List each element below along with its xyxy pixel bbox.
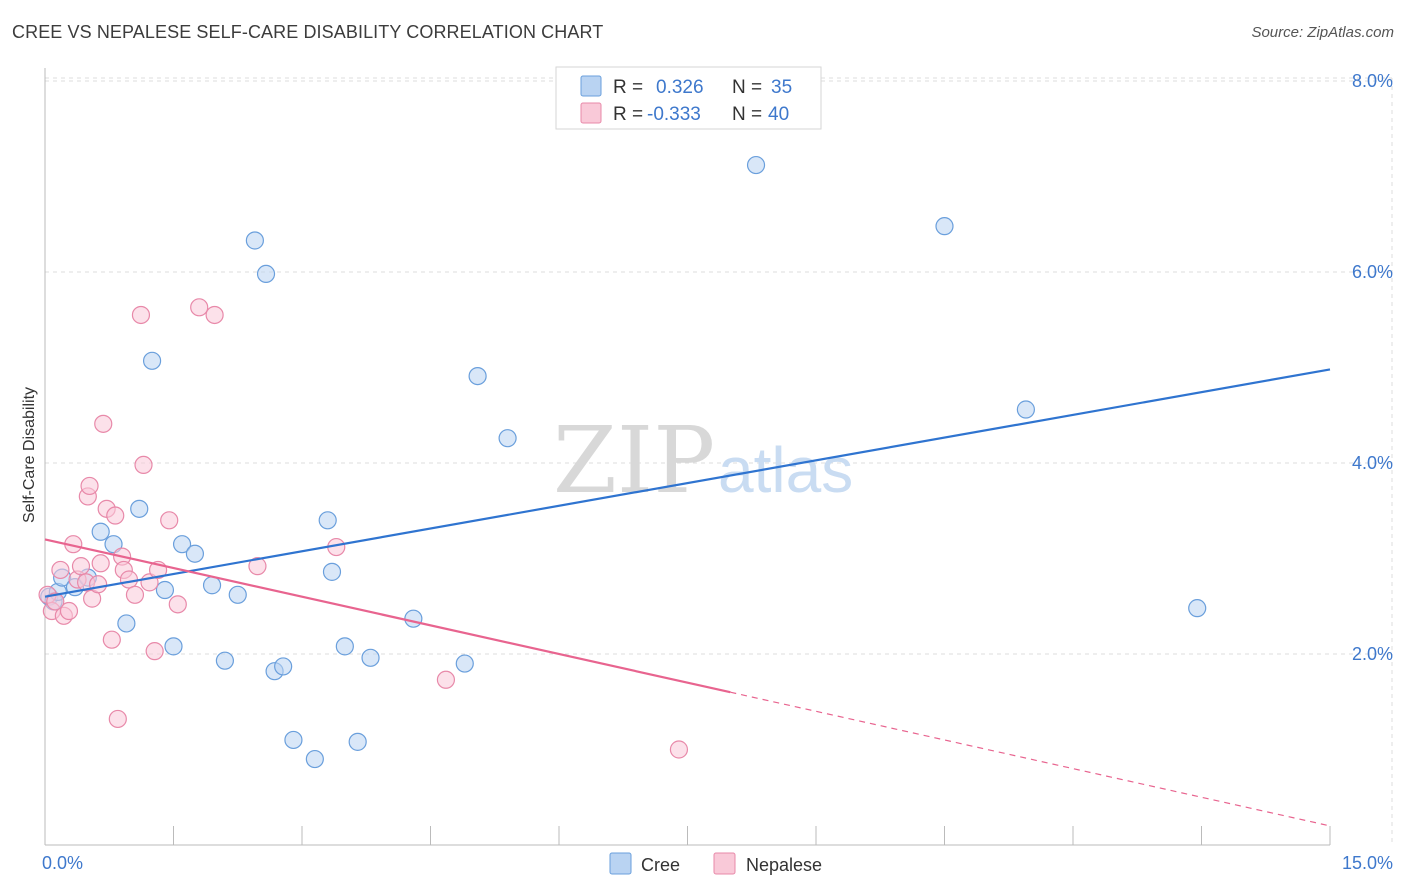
cree-point-18 — [245, 231, 264, 250]
nepalese-trend-line-extrapolated — [730, 691, 1331, 827]
nepalese-point-24 — [131, 305, 151, 325]
source-label: Source: ZipAtlas.com — [1251, 24, 1394, 41]
legend: R = 0.326 N = 35 R = -0.333 N = 40 — [555, 66, 822, 130]
legend-swatch-cree — [580, 75, 602, 97]
y-tick-label-2: 6.0% — [1352, 262, 1393, 282]
nepalese-point-14 — [91, 554, 110, 573]
cree-point-25 — [322, 562, 342, 581]
nepalese-point-30 — [168, 595, 187, 614]
cree-point-35 — [1016, 400, 1035, 419]
cree-trend-line — [44, 368, 1331, 598]
cree-point-10 — [142, 351, 162, 370]
y-axis-label: Self-Care Disability — [21, 387, 38, 523]
legend-r-value-cree: 0.326 — [656, 77, 704, 98]
axes — [44, 68, 1331, 846]
y-tick-label-1: 4.0% — [1352, 453, 1393, 473]
cree-points — [40, 155, 1207, 769]
cree-point-34 — [935, 217, 954, 236]
trend-lines — [44, 368, 1331, 827]
nepalese-point-3 — [51, 560, 70, 580]
cree-point-31 — [468, 366, 487, 386]
cree-point-17 — [228, 585, 247, 604]
cree-point-22 — [284, 730, 303, 750]
legend-n-label-nepalese: N = — [732, 104, 762, 125]
cree-point-29 — [404, 609, 423, 628]
nepalese-point-5 — [59, 601, 79, 621]
nepalese-point-15 — [94, 414, 113, 433]
cree-point-23 — [305, 749, 324, 769]
nepalese-point-13 — [89, 575, 108, 594]
nepalese-point-23 — [125, 585, 145, 604]
cree-point-8 — [117, 614, 136, 633]
watermark-zip: ZIP — [553, 407, 715, 514]
nepalese-point-36 — [669, 740, 689, 759]
y-tick-label-0: 2.0% — [1352, 644, 1393, 664]
cree-point-16 — [215, 651, 234, 670]
nepalese-points — [38, 298, 689, 759]
legend-n-value-nepalese: 40 — [768, 104, 789, 125]
legend-r-label-cree: R = — [613, 77, 643, 98]
legend-n-value-cree: 35 — [771, 77, 792, 98]
cree-point-6 — [91, 522, 110, 541]
cree-point-32 — [498, 429, 517, 448]
nepalese-point-22 — [119, 570, 139, 589]
cree-point-15 — [202, 576, 222, 595]
cree-point-9 — [130, 499, 149, 518]
nepalese-point-31 — [190, 298, 209, 317]
cree-point-24 — [318, 511, 337, 530]
cree-point-12 — [164, 637, 183, 656]
bottom-legend: Cree Nepalese — [609, 852, 822, 875]
cree-point-14 — [185, 544, 205, 563]
x-tick-label-1: 15.0% — [1342, 853, 1393, 873]
cree-point-28 — [361, 648, 380, 667]
cree-point-30 — [455, 654, 474, 673]
legend-r-value-nepalese: -0.333 — [647, 104, 701, 125]
cree-point-19 — [256, 264, 276, 284]
cree-point-11 — [155, 580, 175, 600]
bottom-legend-swatch-cree — [609, 852, 632, 875]
nepalese-point-25 — [134, 455, 153, 475]
bottom-legend-swatch-nepalese — [713, 852, 736, 875]
y-tick-labels: 2.0% 4.0% 6.0% 8.0% — [1352, 71, 1393, 664]
legend-swatch-nepalese — [580, 102, 602, 124]
chart-title: CREE VS NEPALESE SELF-CARE DISABILITY CO… — [12, 22, 604, 42]
nepalese-point-18 — [106, 506, 125, 525]
nepalese-point-29 — [160, 511, 179, 530]
nepalese-point-19 — [108, 709, 127, 729]
nepalese-point-2 — [46, 592, 65, 611]
cree-point-7 — [104, 535, 123, 554]
watermark-atlas: atlas — [718, 434, 853, 506]
watermark: ZIP atlas — [553, 407, 853, 514]
bottom-legend-label-nepalese: Nepalese — [746, 855, 822, 875]
nepalese-point-27 — [145, 642, 164, 661]
nepalese-point-11 — [80, 476, 99, 496]
nepalese-point-33 — [248, 557, 267, 576]
nepalese-point-32 — [205, 305, 224, 325]
cree-point-26 — [335, 637, 354, 656]
cree-point-27 — [348, 732, 367, 751]
nepalese-point-17 — [102, 630, 121, 649]
nepalese-point-35 — [436, 670, 456, 689]
legend-r-label-nepalese: R = — [613, 104, 643, 125]
cree-point-13 — [172, 535, 192, 554]
y-tick-label-3: 8.0% — [1352, 71, 1393, 91]
legend-n-label-cree: N = — [732, 77, 762, 98]
cree-point-21 — [274, 657, 293, 676]
nepalese-trend-line — [44, 538, 731, 694]
x-tick-label-0: 0.0% — [42, 853, 83, 873]
cree-point-33 — [746, 155, 766, 175]
bottom-legend-label-cree: Cree — [641, 855, 680, 875]
x-tick-labels: 0.0% 15.0% — [42, 853, 1393, 873]
cree-point-36 — [1188, 599, 1207, 618]
nepalese-point-8 — [71, 557, 91, 576]
